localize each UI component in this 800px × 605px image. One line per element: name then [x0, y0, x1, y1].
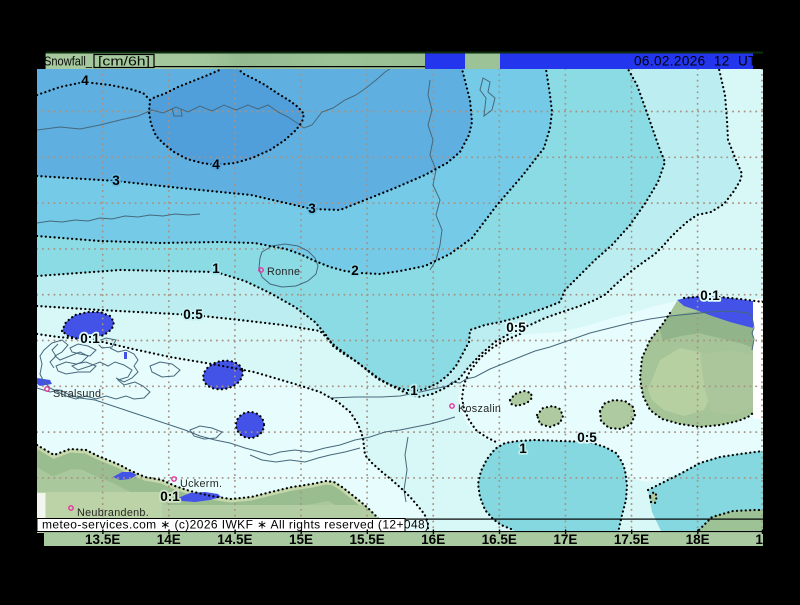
svg-text:1: 1 — [212, 261, 220, 276]
svg-text:0:5: 0:5 — [506, 320, 526, 335]
svg-text:0:1: 0:1 — [700, 288, 720, 303]
svg-text:Koszalin: Koszalin — [458, 403, 501, 415]
svg-text:0:5: 0:5 — [183, 307, 203, 322]
svg-text:Uckerm.: Uckerm. — [180, 478, 222, 490]
svg-text:14E: 14E — [157, 532, 181, 547]
svg-text:15E: 15E — [289, 532, 313, 547]
svg-text:4: 4 — [212, 157, 220, 172]
svg-text:15.5E: 15.5E — [349, 532, 384, 547]
svg-text:06.02.2026 12 UTC: 06.02.2026 12 UTC — [634, 54, 767, 69]
svg-text:2: 2 — [351, 263, 359, 278]
svg-text:[cm/6h]: [cm/6h] — [98, 55, 150, 69]
svg-text:Neubrandenb.: Neubrandenb. — [77, 507, 149, 519]
svg-text:1: 1 — [410, 383, 418, 398]
svg-text:Ronne: Ronne — [267, 266, 300, 278]
svg-text:18.5E: 18.5E — [755, 532, 790, 547]
svg-text:0:1: 0:1 — [160, 489, 180, 504]
svg-text:17.5E: 17.5E — [614, 532, 649, 547]
svg-text:18E: 18E — [686, 532, 710, 547]
svg-text:13.5E: 13.5E — [85, 532, 120, 547]
svg-text:4: 4 — [81, 73, 89, 88]
svg-text:1: 1 — [519, 441, 527, 456]
svg-text:Stralsund: Stralsund — [53, 388, 101, 400]
svg-text:17E: 17E — [553, 532, 577, 547]
svg-text:14.5E: 14.5E — [217, 532, 252, 547]
svg-text:Snowfall_: Snowfall_ — [44, 55, 93, 69]
svg-text:0:5: 0:5 — [577, 430, 597, 445]
svg-text:3: 3 — [308, 201, 316, 216]
svg-text:meteo-services.com ∗ (c)2026 I: meteo-services.com ∗ (c)2026 IWKF ∗ All … — [42, 518, 430, 532]
svg-text:0:1: 0:1 — [80, 331, 100, 346]
svg-text:16E: 16E — [421, 532, 445, 547]
svg-text:3: 3 — [112, 173, 120, 188]
svg-text:16.5E: 16.5E — [482, 532, 517, 547]
